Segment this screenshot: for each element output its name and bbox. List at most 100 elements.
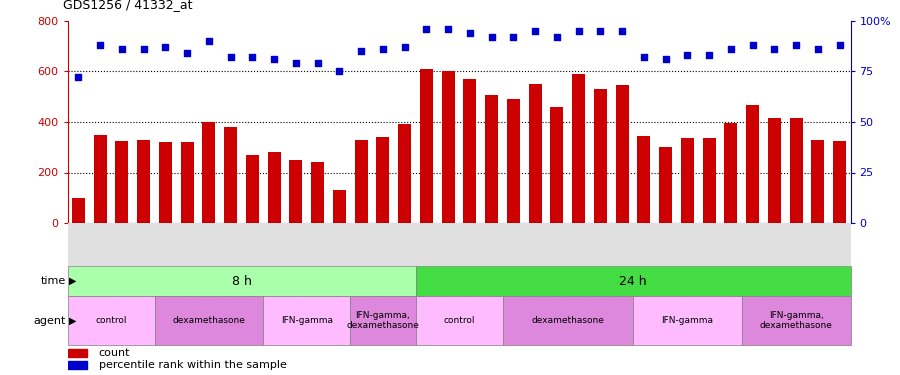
Point [789,42,804,48]
Text: count: count [99,348,130,358]
Point [528,28,543,34]
Bar [616,85,629,223]
Bar [419,69,433,223]
Point [310,60,325,66]
Text: 8 h: 8 h [231,275,251,288]
Point [398,44,412,50]
Bar [703,138,716,223]
Point [93,42,107,48]
Point [289,60,303,66]
Bar [376,137,390,223]
Bar [789,118,803,223]
Bar [267,152,281,223]
Text: control: control [95,316,127,325]
Point [267,56,282,62]
Bar [159,142,172,223]
Bar [333,190,346,223]
Bar [681,138,694,223]
Bar [115,141,129,223]
Text: ▶: ▶ [69,276,76,286]
Bar [833,141,846,223]
Point [137,46,151,52]
Bar [181,142,194,223]
Bar [637,136,651,223]
Point [114,46,129,52]
Point [615,28,629,34]
Point [811,46,825,52]
Text: 24 h: 24 h [619,275,647,288]
Point [463,30,477,36]
Point [484,34,499,40]
Point [223,54,238,60]
Bar [68,349,87,357]
Bar [290,160,302,223]
Bar [550,106,563,223]
Point [659,56,673,62]
Bar [246,155,259,223]
Bar [742,296,850,345]
Text: control: control [443,316,475,325]
Point [550,34,564,40]
Bar [398,124,411,223]
Bar [416,296,502,345]
Point [71,74,86,80]
Point [354,48,368,54]
Bar [68,266,416,296]
Text: IFN-gamma: IFN-gamma [281,316,333,325]
Text: percentile rank within the sample: percentile rank within the sample [99,360,287,370]
Bar [355,140,367,223]
Bar [68,361,87,369]
Bar [263,296,350,345]
Text: IFN-gamma,
dexamethasone: IFN-gamma, dexamethasone [760,311,833,330]
Point [202,38,216,44]
Bar [746,105,760,223]
Point [702,52,716,58]
Bar [442,71,454,223]
Bar [350,296,416,345]
Bar [202,122,215,223]
Text: IFN-gamma: IFN-gamma [662,316,714,325]
Bar [507,99,520,223]
Bar [659,147,672,223]
Bar [485,95,499,223]
Bar [311,162,324,223]
Bar [572,74,585,223]
Text: agent: agent [33,316,66,326]
Text: IFN-gamma,
dexamethasone: IFN-gamma, dexamethasone [346,311,419,330]
Point [419,26,434,32]
Point [724,46,738,52]
Bar [768,118,781,223]
Bar [94,135,106,223]
Bar [633,296,742,345]
Bar [594,89,607,223]
Bar [812,140,824,223]
Point [332,68,347,74]
Bar [137,140,150,223]
Text: time: time [40,276,66,286]
Bar [155,296,263,345]
Point [375,46,390,52]
Point [572,28,586,34]
Point [593,28,608,34]
Point [745,42,760,48]
Text: dexamethasone: dexamethasone [173,316,246,325]
Point [506,34,520,40]
Bar [416,266,850,296]
Point [245,54,259,60]
Point [158,44,173,50]
Bar [464,79,476,223]
Text: ▶: ▶ [69,316,76,326]
Bar [724,123,737,223]
Point [767,46,781,52]
Bar [68,296,155,345]
Text: GDS1256 / 41332_at: GDS1256 / 41332_at [63,0,193,11]
Bar [72,198,85,223]
Point [180,50,194,56]
Bar [502,296,633,345]
Bar [528,84,542,223]
Text: dexamethasone: dexamethasone [531,316,604,325]
Bar [224,127,237,223]
Point [441,26,455,32]
Point [636,54,651,60]
Point [680,52,695,58]
